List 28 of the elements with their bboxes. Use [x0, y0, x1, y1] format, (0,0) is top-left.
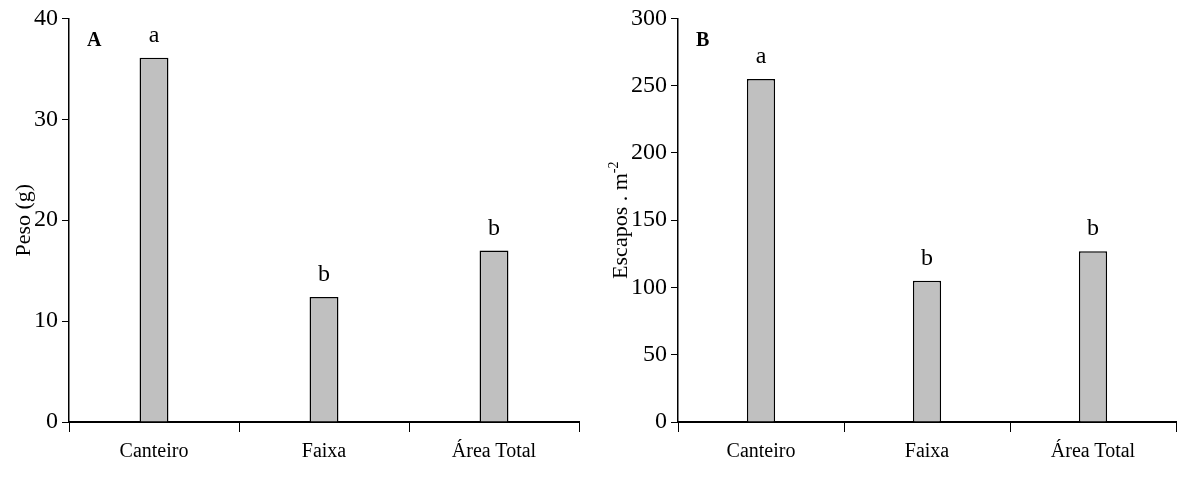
annotation: b	[318, 260, 330, 287]
annotation: a	[148, 21, 160, 48]
annotation: b	[921, 244, 933, 271]
x-tick-label: Canteiro	[726, 439, 796, 462]
annotation: a	[755, 42, 767, 69]
x-tick-label: Canteiro	[119, 439, 189, 462]
y-tick-label: 300	[631, 3, 667, 30]
y-tick-label: 100	[631, 272, 667, 299]
y-tick-label: 10	[34, 306, 58, 333]
x-tick-label: Área Total	[451, 439, 537, 462]
x-tick-label: Área Total	[1050, 439, 1136, 462]
annotation: b	[488, 213, 500, 240]
x-tick-label: Faixa	[301, 439, 347, 462]
annotation: b	[1087, 214, 1099, 241]
y-tick-label: 250	[631, 70, 667, 97]
y-tick-label: 20	[34, 205, 58, 232]
y-tick-label: 150	[631, 205, 667, 232]
y-tick-label: 50	[643, 340, 667, 367]
y-tick-label: 30	[34, 104, 58, 131]
y-tick-label: 40	[34, 3, 58, 30]
y-tick-label: 200	[631, 138, 667, 165]
y-tick-label: 0	[655, 407, 667, 434]
y-axis-title: Peso (g)	[10, 183, 35, 257]
y-axis-title: Escapos . m-2	[606, 161, 632, 279]
y-tick-label: 0	[46, 407, 58, 434]
x-tick-label: Faixa	[904, 439, 950, 462]
annotation: A	[87, 27, 102, 50]
annotation: B	[696, 27, 710, 50]
